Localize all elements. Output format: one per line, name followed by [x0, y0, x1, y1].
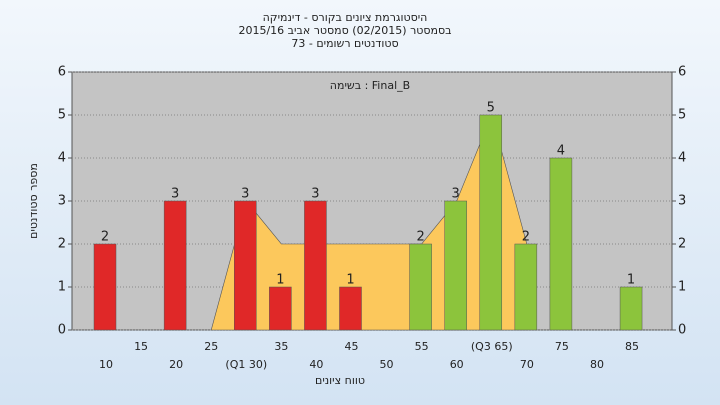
y-tick-label: 1 [58, 280, 66, 295]
y-tick-label: 5 [58, 108, 66, 123]
value-label: 3 [452, 187, 460, 202]
x-tick-label: 40 [309, 358, 323, 371]
bar [409, 243, 432, 331]
y2-tick-label: 5 [678, 108, 686, 123]
x-tick-label: 75 [555, 340, 569, 353]
value-label: 1 [276, 273, 284, 288]
y2-tick-label: 2 [678, 237, 686, 252]
y-tick-label: 3 [58, 194, 66, 209]
value-label: 1 [346, 273, 354, 288]
value-label: 3 [311, 187, 319, 202]
y2-tick-label: 0 [678, 323, 686, 338]
bar [549, 157, 573, 331]
bar [514, 243, 538, 331]
y2-tick-label: 4 [678, 151, 686, 166]
y2-tick-label: 3 [678, 194, 686, 209]
value-label: 5 [487, 101, 495, 116]
y-tick-label: 4 [58, 151, 66, 166]
value-label: 4 [557, 144, 565, 159]
x-tick-label: 50 [380, 358, 394, 371]
title-line: בסמסטר (02/2015) סמסטר אביב 2015/16 [238, 24, 451, 37]
bar [444, 200, 467, 331]
y-tick-label: 6 [58, 65, 66, 80]
bar [163, 200, 187, 331]
bar [619, 286, 643, 331]
bar [304, 200, 327, 331]
y2-tick-label: 6 [678, 65, 686, 80]
y2-tick-label: 1 [678, 280, 686, 295]
bar [339, 286, 362, 331]
value-label: 2 [522, 230, 530, 245]
x-tick-label: 55 [415, 340, 429, 353]
y-tick-label: 2 [58, 237, 66, 252]
x-tick-label: 20 [169, 358, 183, 371]
title-line: סטודנטים רשומים - 73 [291, 37, 398, 50]
value-label: 3 [171, 187, 179, 202]
value-label: 1 [627, 273, 635, 288]
bar [479, 114, 503, 331]
bar [93, 243, 117, 331]
x-tick-label: 80 [590, 358, 604, 371]
x-tick-label: 45 [344, 340, 358, 353]
bar [234, 200, 257, 331]
value-label: 3 [241, 187, 249, 202]
y-tick-label: 0 [58, 323, 66, 338]
y-axis-label: מספר סטודנטים [27, 163, 40, 239]
value-label: 2 [416, 230, 424, 245]
x-tick-label: (Q3 65) [471, 340, 513, 353]
x-tick-label: 60 [450, 358, 464, 371]
x-tick-label: 10 [99, 358, 113, 371]
x-tick-label: (Q1 30) [225, 358, 267, 371]
bar [269, 286, 292, 331]
x-tick-label: 15 [134, 340, 148, 353]
value-label: 2 [101, 230, 109, 245]
x-tick-label: 85 [625, 340, 639, 353]
x-tick-label: 70 [520, 358, 534, 371]
annotation: בשימה : Final_B [330, 79, 410, 92]
x-tick-label: 25 [204, 340, 218, 353]
title-line: היסטוגרמת ציונים בקורס - דינמיקה [263, 11, 428, 24]
x-tick-label: 35 [274, 340, 288, 353]
x-axis-label: טווח ציונים [315, 374, 365, 387]
